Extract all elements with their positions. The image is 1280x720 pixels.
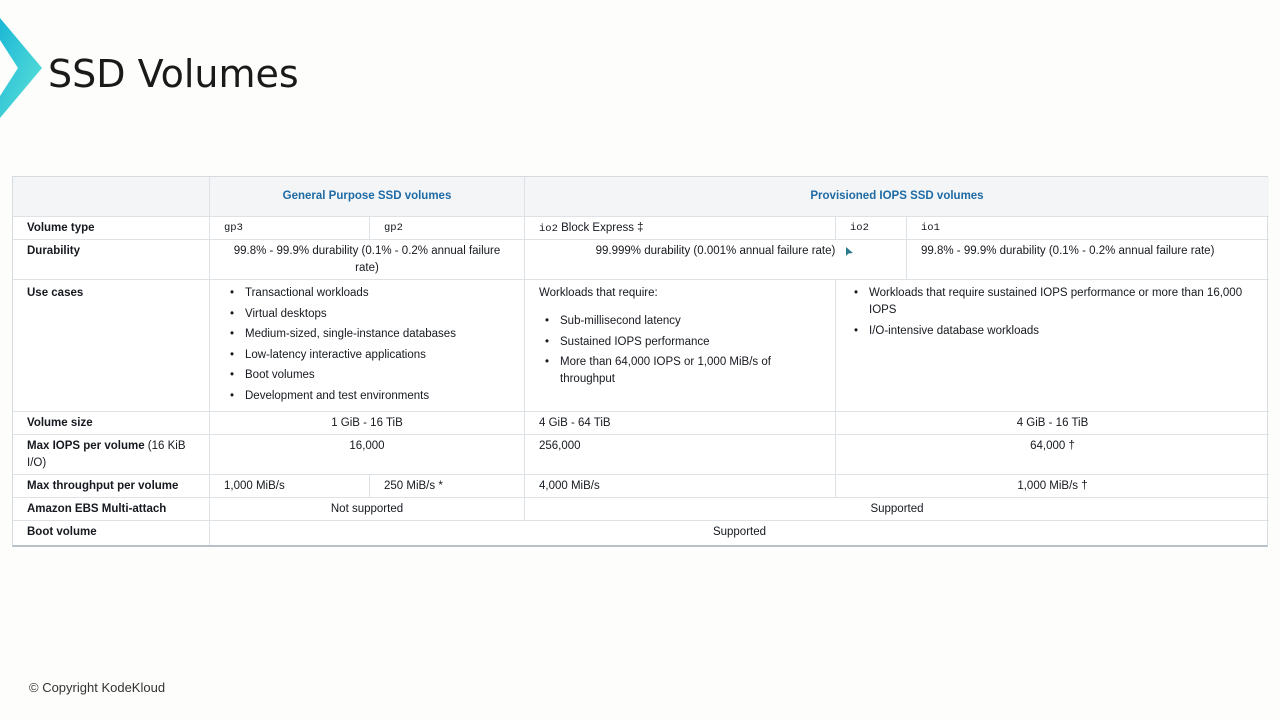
row-label-multi-attach: Amazon EBS Multi-attach — [13, 498, 210, 521]
cell-use-cases-io2-io1: Workloads that require sustained IOPS pe… — [836, 280, 1269, 412]
cell-io2: io2 — [836, 217, 907, 240]
cell-max-iops-general: 16,000 — [210, 435, 525, 475]
use-cases-intro: Workloads that require: — [539, 287, 658, 299]
list-item: Low-latency interactive applications — [230, 347, 510, 364]
cell-throughput-io2-io1: 1,000 MiB/s † — [836, 475, 1269, 498]
row-label-durability: Durability — [13, 240, 210, 280]
cell-use-cases-io2be: Workloads that require: Sub-millisecond … — [525, 280, 836, 412]
io2-code: io2 — [539, 223, 558, 235]
cell-throughput-gp2: 250 MiB/s * — [370, 475, 525, 498]
page-title: SSD Volumes — [48, 52, 299, 96]
cell-durability-general: 99.8% - 99.9% durability (0.1% - 0.2% an… — [210, 240, 525, 280]
list-item: Sub-millisecond latency — [545, 313, 821, 330]
list-item: Transactional workloads — [230, 285, 510, 302]
cell-io1: io1 — [907, 217, 1269, 240]
list-item: Medium-sized, single-instance databases — [230, 326, 510, 343]
list-item: Virtual desktops — [230, 306, 510, 323]
cell-volume-size-io2-io1: 4 GiB - 16 TiB — [836, 412, 1269, 435]
ssd-volumes-table: General Purpose SSD volumes Provisioned … — [12, 176, 1269, 547]
header-provisioned-iops[interactable]: Provisioned IOPS SSD volumes — [525, 177, 1269, 217]
row-label-boot-volume: Boot volume — [13, 521, 210, 545]
cell-gp3: gp3 — [210, 217, 370, 240]
copyright-footer: © Copyright KodeKloud — [29, 680, 166, 695]
row-label-use-cases: Use cases — [13, 280, 210, 412]
list-item: I/O-intensive database workloads — [854, 323, 1255, 340]
list-item: Boot volumes — [230, 367, 510, 384]
max-iops-label: Max IOPS per volume — [27, 440, 145, 452]
cell-volume-size-io2be: 4 GiB - 64 TiB — [525, 412, 836, 435]
cell-volume-size-general: 1 GiB - 16 TiB — [210, 412, 525, 435]
list-item: More than 64,000 IOPS or 1,000 MiB/s of … — [545, 354, 821, 388]
row-label-max-iops: Max IOPS per volume (16 KiB I/O) — [13, 435, 210, 475]
cell-max-iops-io2be: 256,000 — [525, 435, 836, 475]
cell-max-iops-io2-io1: 64,000 † — [836, 435, 1269, 475]
row-label-volume-type: Volume type — [13, 217, 210, 240]
list-item: Development and test environments — [230, 388, 510, 405]
row-label-max-throughput: Max throughput per volume — [13, 475, 210, 498]
header-empty — [13, 177, 210, 217]
cell-gp2: gp2 — [370, 217, 525, 240]
header-general-purpose[interactable]: General Purpose SSD volumes — [210, 177, 525, 217]
list-item: Sustained IOPS performance — [545, 334, 821, 351]
cell-throughput-gp3: 1,000 MiB/s — [210, 475, 370, 498]
cell-durability-io1: 99.8% - 99.9% durability (0.1% - 0.2% an… — [907, 240, 1269, 280]
cell-use-cases-general: Transactional workloads Virtual desktops… — [210, 280, 525, 412]
cell-boot-volume: Supported — [712, 526, 767, 538]
list-item: Workloads that require sustained IOPS pe… — [854, 285, 1255, 319]
cell-throughput-io2be: 4,000 MiB/s — [525, 475, 836, 498]
row-label-volume-size: Volume size — [13, 412, 210, 435]
cell-multi-attach-general: Not supported — [210, 498, 525, 521]
cell-io2-block-express: io2 Block Express ‡ — [525, 217, 836, 240]
cell-durability-io2: 99.999% durability (0.001% annual failur… — [525, 240, 907, 280]
cell-multi-attach-provisioned: Supported — [525, 498, 1269, 521]
max-iops-label-suffix: (16 KiB I/O) — [27, 440, 186, 469]
mouse-cursor-icon — [846, 247, 853, 256]
io2-suffix: Block Express ‡ — [557, 222, 644, 234]
kodekloud-logo-icon — [0, 18, 42, 118]
